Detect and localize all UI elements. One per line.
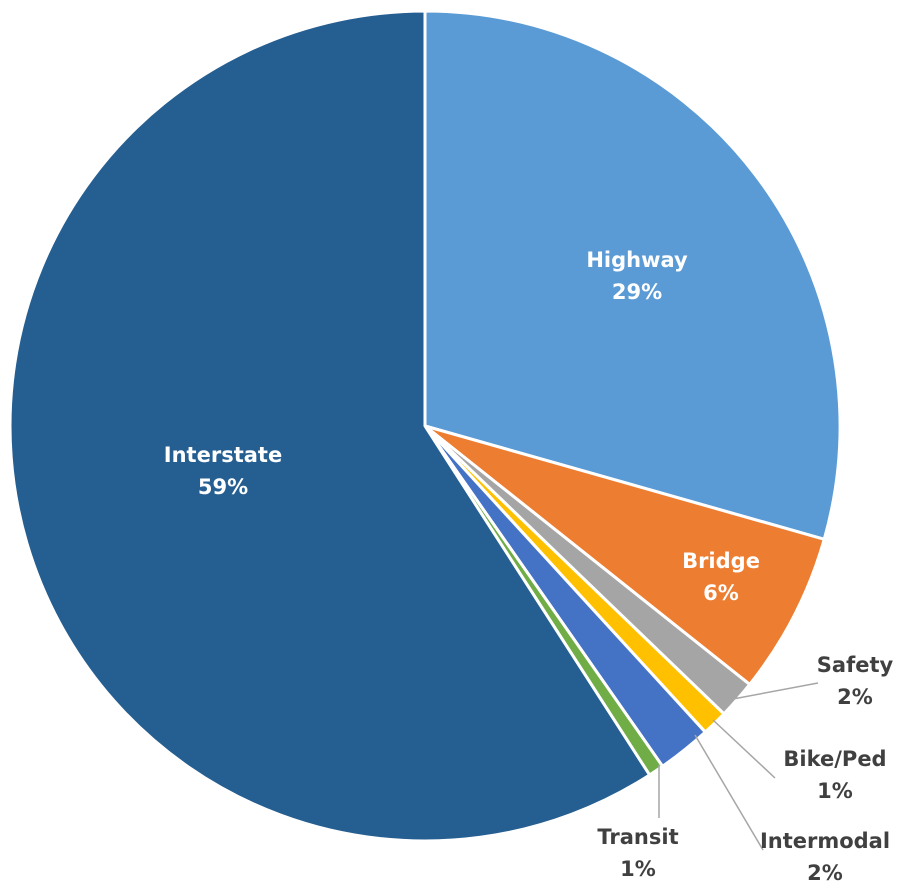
leader-line-safety xyxy=(732,682,819,700)
slice-value-interstate: 59% xyxy=(198,475,248,499)
slice-value-transit: 1% xyxy=(620,857,656,881)
slice-label-highway: Highway xyxy=(586,248,688,272)
slice-value-intermodal: 2% xyxy=(807,861,843,884)
leader-line-intermodal xyxy=(694,734,764,851)
pie-slices xyxy=(8,9,842,843)
slice-label-bridge: Bridge xyxy=(682,549,760,573)
slice-label-intermodal: Intermodal xyxy=(760,829,890,853)
slice-interstate xyxy=(8,9,652,843)
slice-value-highway: 29% xyxy=(612,280,662,304)
slice-bridge xyxy=(423,424,826,686)
leader-lines xyxy=(658,682,819,851)
slice-label-interstate: Interstate xyxy=(164,443,282,467)
slice-label-safety: Safety xyxy=(817,653,894,677)
slice-value-bridge: 6% xyxy=(703,581,739,605)
slice-label-bike-ped: Bike/Ped xyxy=(783,747,886,771)
slice-label-transit: Transit xyxy=(597,825,678,849)
slice-labels: Highway 29% Bridge 6% Safety 2% Bike/Ped 1% Inte… xyxy=(164,248,894,884)
slice-value-bike-ped: 1% xyxy=(817,779,853,803)
slice-value-safety: 2% xyxy=(837,685,873,709)
leader-line-bike-ped xyxy=(712,719,776,779)
slice-highway xyxy=(423,9,842,541)
